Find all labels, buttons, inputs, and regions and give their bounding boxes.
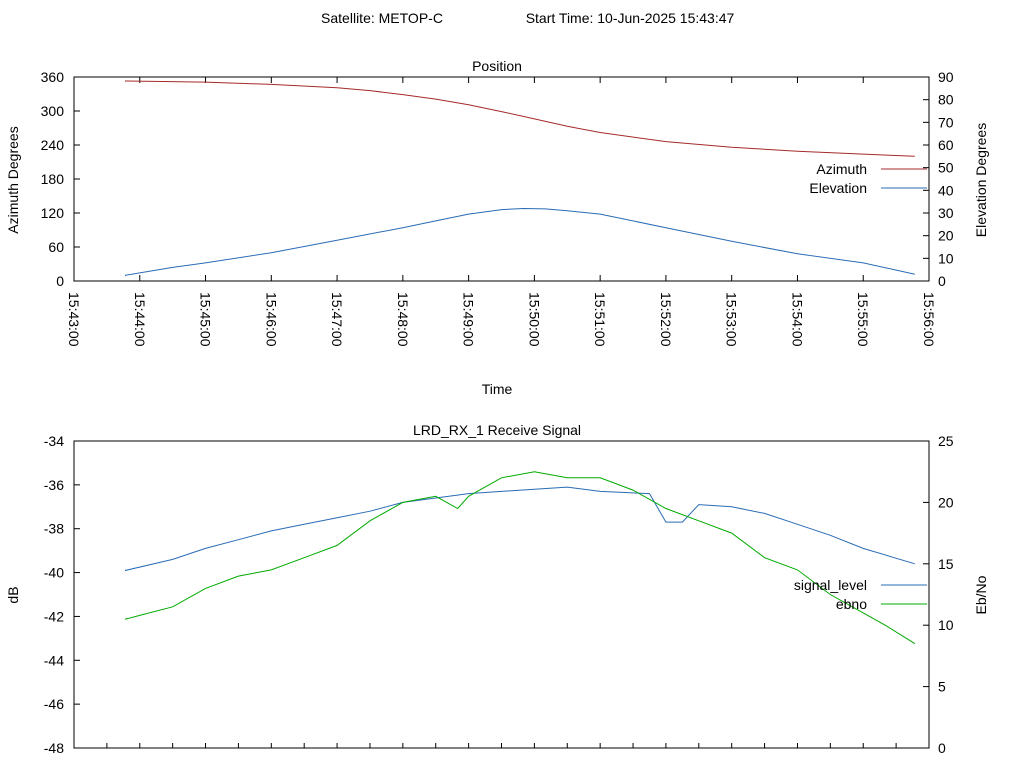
- signal-chart-title: LRD_RX_1 Receive Signal: [413, 422, 581, 438]
- signal-plot-frame: [73, 440, 930, 749]
- position-y2-tick-label: 50: [938, 160, 954, 176]
- position-x-tick-label: 15:45:00: [198, 292, 214, 347]
- position-x-tick-label: 15:52:00: [658, 292, 674, 347]
- position-series-start-point: [124, 80, 127, 82]
- position-x-axis-label: Time: [482, 381, 513, 397]
- signal-y-tick-label: -46: [44, 696, 64, 712]
- signal-y2-axis-label: Eb/No: [973, 575, 989, 614]
- signal-series-signal-level: [125, 486, 915, 571]
- position-y2-tick-label: 60: [938, 137, 954, 153]
- signal-series-start-point: [124, 569, 127, 571]
- position-x-tick-label: 15:46:00: [263, 292, 279, 347]
- position-x-tick-label: 15:51:00: [592, 292, 608, 347]
- signal-legend-label: signal_level: [794, 577, 867, 593]
- signal-y-tick-label: -42: [44, 608, 64, 624]
- position-y2-tick-label: 80: [938, 92, 954, 108]
- position-y-tick-label: 300: [41, 103, 65, 119]
- position-y2-tick-label: 0: [938, 273, 946, 289]
- position-x-tick-label: 15:53:00: [724, 292, 740, 347]
- position-plot-frame: [73, 76, 930, 282]
- position-x-tick-label: 15:50:00: [526, 292, 542, 347]
- position-y2-tick-label: 10: [938, 250, 954, 266]
- position-y-tick-label: 60: [48, 239, 64, 255]
- position-y-tick-label: 120: [41, 205, 65, 221]
- satellite-label: Satellite: METOP-C: [321, 10, 443, 26]
- position-x-tick-label: 15:43:00: [66, 292, 82, 347]
- position-y-axis-label: Azimuth Degrees: [5, 126, 21, 233]
- position-x-tick-label: 15:56:00: [921, 292, 937, 347]
- signal-series-ebno: [125, 471, 916, 645]
- signal-y2-tick-label: 15: [938, 556, 954, 572]
- position-x-tick-label: 15:44:00: [132, 292, 148, 347]
- position-x-tick-label: 15:47:00: [329, 292, 345, 347]
- signal-legend-label: ebno: [836, 596, 867, 612]
- signal-y-tick-label: -36: [44, 477, 64, 493]
- position-y2-axis-label: Elevation Degrees: [973, 123, 989, 237]
- position-y2-tick-label: 90: [938, 69, 954, 85]
- position-x-tick-label: 15:48:00: [395, 292, 411, 347]
- signal-y-tick-label: -34: [44, 433, 64, 449]
- start-time-label: Start Time: 10-Jun-2025 15:43:47: [526, 10, 735, 26]
- signal-y2-tick-label: 0: [938, 740, 946, 756]
- signal-y2-tick-label: 20: [938, 494, 954, 510]
- position-y-tick-label: 0: [56, 273, 64, 289]
- signal-y2-tick-label: 5: [938, 679, 946, 695]
- signal-y-tick-label: -48: [44, 740, 64, 756]
- position-series-start-point: [124, 274, 127, 276]
- position-y2-tick-label: 30: [938, 205, 954, 221]
- position-x-tick-label: 15:49:00: [461, 292, 477, 347]
- position-x-tick-label: 15:54:00: [789, 292, 805, 347]
- position-y-tick-label: 180: [41, 171, 65, 187]
- signal-y-tick-label: -40: [44, 565, 64, 581]
- position-y2-tick-label: 40: [938, 182, 954, 198]
- position-y-tick-label: 360: [41, 69, 65, 85]
- signal-y2-tick-label: 10: [938, 617, 954, 633]
- position-legend-label: Azimuth: [816, 161, 867, 177]
- position-series-azimuth: [125, 80, 915, 157]
- position-x-tick-label: 15:55:00: [855, 292, 871, 347]
- signal-y-tick-label: -44: [44, 652, 64, 668]
- position-legend-label: Elevation: [809, 180, 867, 196]
- position-chart-title: Position: [472, 58, 522, 74]
- position-y2-tick-label: 20: [938, 228, 954, 244]
- signal-y2-tick-label: 25: [938, 433, 954, 449]
- position-series-elevation: [125, 207, 915, 276]
- signal-y-tick-label: -38: [44, 521, 64, 537]
- position-y2-tick-label: 70: [938, 114, 954, 130]
- signal-y-axis-label: dB: [5, 586, 21, 603]
- signal-series-start-point: [124, 618, 127, 620]
- position-y-tick-label: 240: [41, 137, 65, 153]
